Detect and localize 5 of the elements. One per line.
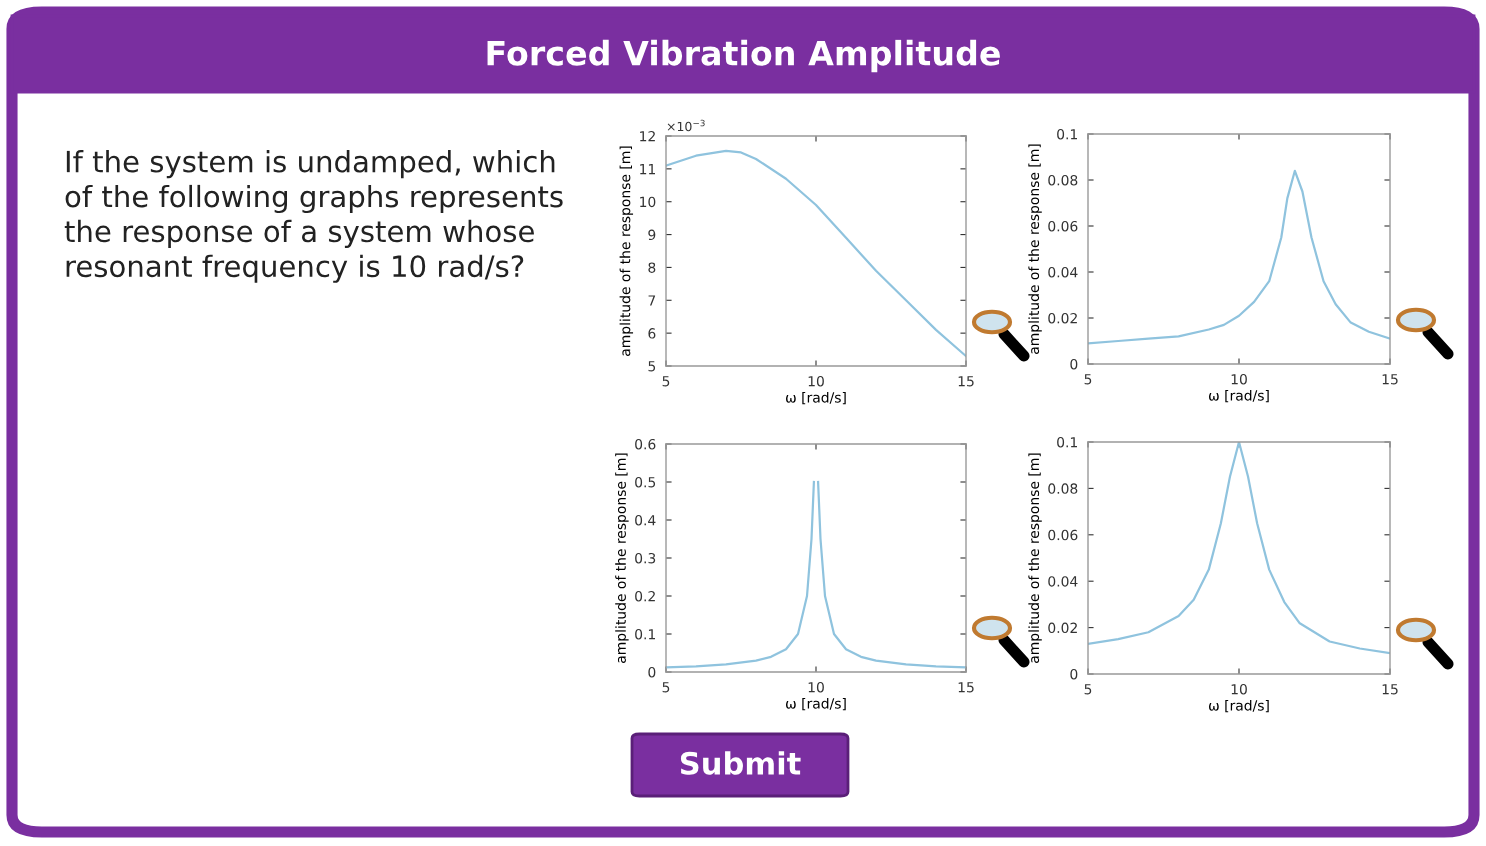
text: Submit: [680, 751, 801, 775]
line-series: [1088, 169, 1390, 345]
text: If the system is undamped, which of the following graphs represents the response of a system whose resonant frequency is 10 rad/s?: [64, 150, 563, 283]
line-series: [666, 149, 966, 358]
text: Forced Vibration Amplitude: [487, 39, 1000, 73]
